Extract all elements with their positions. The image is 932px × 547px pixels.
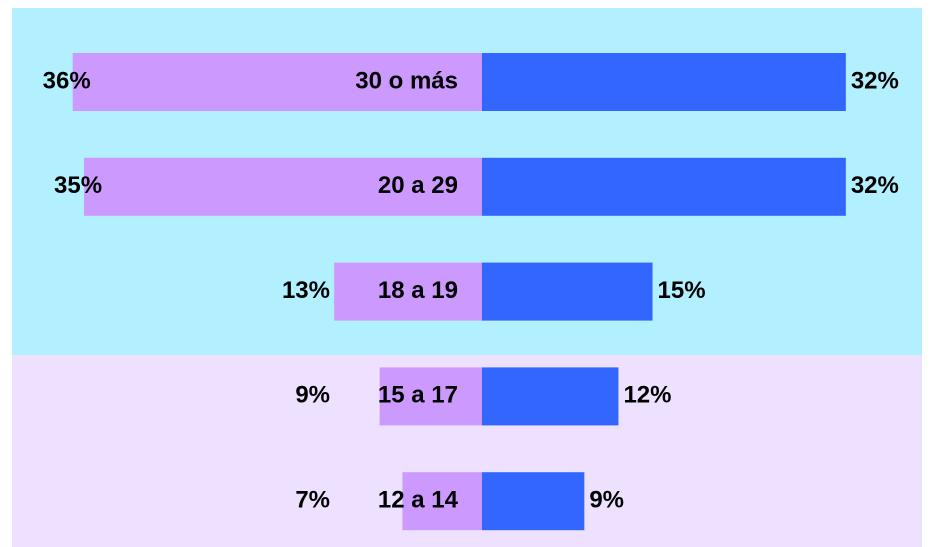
bar [482,157,846,216]
bar [402,472,482,531]
bar [482,367,619,426]
bar [72,53,483,111]
value-label: 12% [623,382,671,409]
bar [482,472,585,531]
category-label: 12 a 14 [378,487,459,514]
bar [482,53,846,111]
value-label: 7% [295,487,330,514]
category-label: 20 a 29 [378,172,458,199]
value-label: 36% [43,67,91,94]
value-label: 9% [589,487,624,514]
value-label: 9% [295,382,330,409]
bar [482,262,653,321]
bar [379,367,482,426]
value-label: 13% [282,277,330,304]
value-label: 32% [851,67,899,94]
category-label: 15 a 17 [378,382,458,409]
category-label: 30 o más [355,67,458,94]
value-label: 35% [54,172,102,199]
category-label: 18 a 19 [378,277,458,304]
value-label: 32% [851,172,899,199]
bar [84,157,483,216]
bar [334,262,482,321]
value-label: 15% [658,277,706,304]
